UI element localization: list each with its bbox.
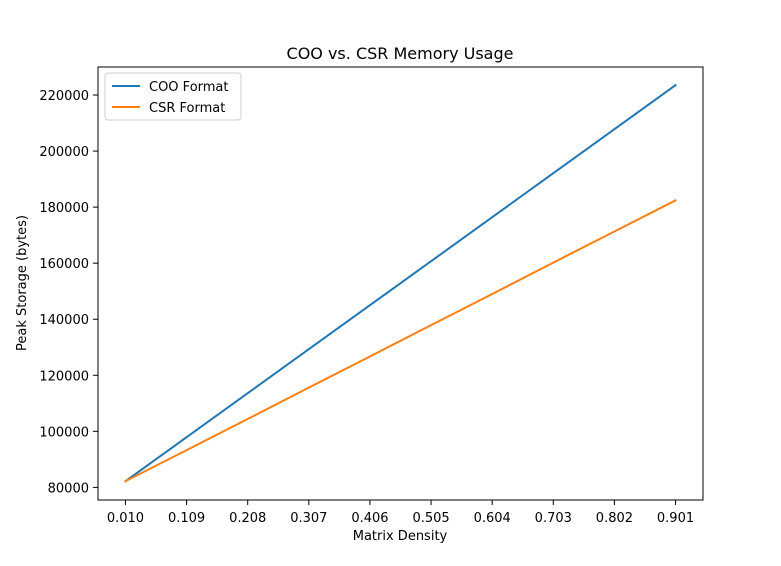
y-axis-ticks: 80000 100000 120000 140000 160000 180000 20000… <box>39 89 98 496</box>
chart-title: COO vs. CSR Memory Usage <box>287 44 514 63</box>
legend: COO Format CSR Format <box>104 72 242 121</box>
x-tick-label: 0.109 <box>168 511 205 526</box>
x-tick-label: 0.802 <box>596 511 633 526</box>
x-axis-ticks: 0.010 0.109 0.208 0.307 0.406 0.505 0.604 0.703… <box>107 500 694 526</box>
legend-label-csr: CSR Format <box>149 101 225 116</box>
x-tick-label: 0.406 <box>351 511 388 526</box>
plot-area <box>97 66 704 501</box>
y-tick-label: 140000 <box>39 313 89 328</box>
y-tick-label: 180000 <box>39 201 89 216</box>
axes-frame <box>97 66 704 501</box>
y-axis-label: Peak Storage (bytes) <box>15 215 30 351</box>
series-layer <box>124 83 677 483</box>
y-tick-label: 160000 <box>39 257 89 272</box>
y-tick-label: 220000 <box>39 89 89 104</box>
y-tick-label: 200000 <box>39 145 89 160</box>
x-tick-label: 0.703 <box>535 511 572 526</box>
legend-label-coo: COO Format <box>149 80 229 95</box>
series-line-csr-format <box>124 199 677 483</box>
x-tick-label: 0.307 <box>290 511 327 526</box>
legend-box <box>104 72 242 121</box>
x-tick-label: 0.505 <box>412 511 449 526</box>
x-tick-label: 0.010 <box>107 511 144 526</box>
series-line-coo-format <box>124 83 677 483</box>
y-tick-label: 80000 <box>48 481 89 496</box>
x-tick-label: 0.604 <box>474 511 511 526</box>
y-tick-label: 120000 <box>39 369 89 384</box>
y-tick-label: 100000 <box>39 425 89 440</box>
x-tick-label: 0.208 <box>229 511 266 526</box>
x-tick-label: 0.901 <box>657 511 694 526</box>
x-axis-label: Matrix Density <box>353 529 448 544</box>
